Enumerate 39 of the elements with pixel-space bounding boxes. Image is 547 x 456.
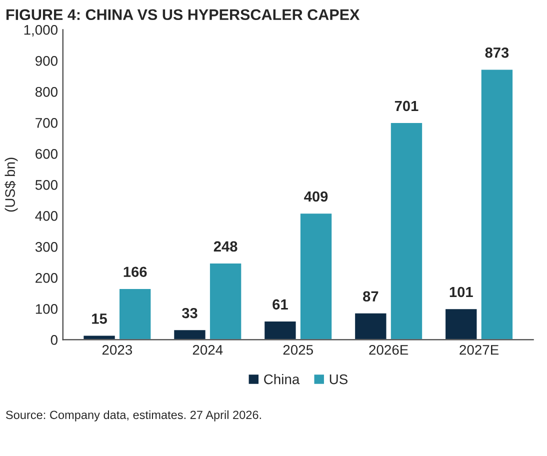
- y-tick-label: 800: [35, 86, 58, 97]
- data-label: 33: [182, 308, 198, 318]
- bar: [299, 212, 334, 340]
- x-tick-label: 2024: [192, 344, 223, 355]
- y-tick-label: 200: [36, 273, 58, 283]
- data-label: 248: [214, 241, 238, 252]
- y-tick-label: 900: [36, 56, 58, 66]
- y-tick-label: 300: [35, 242, 58, 252]
- source-note: Source: Company data, estimates. 27 April 2026.: [6, 410, 261, 422]
- bar: [480, 68, 514, 340]
- y-tick-label: 0: [50, 335, 58, 345]
- legend-label: China: [264, 374, 300, 384]
- y-tick-label: 100: [36, 304, 58, 314]
- data-label: 166: [124, 266, 147, 278]
- x-tick-label: 2023: [102, 344, 132, 355]
- data-label: 873: [485, 47, 509, 58]
- y-tick-label: 700: [36, 118, 58, 128]
- data-label: 87: [363, 291, 378, 302]
- bar: [172, 328, 207, 340]
- x-tick-label: 2025: [283, 344, 313, 355]
- legend-label: US: [330, 374, 348, 384]
- y-tick-label: 500: [35, 180, 58, 190]
- chart-title: FIGURE 4: CHINA VS US HYPERSCALER CAPEX: [6, 9, 360, 20]
- y-axis-title: (US$ bn): [4, 158, 18, 212]
- bar: [444, 308, 478, 340]
- bar: [390, 122, 424, 340]
- y-tick-label: 400: [35, 211, 58, 221]
- data-label: 409: [304, 191, 328, 202]
- y-tick-label: 1,000: [24, 24, 58, 36]
- x-tick-label: 2026E: [369, 344, 408, 355]
- data-label: 701: [394, 100, 418, 112]
- bar: [208, 262, 243, 340]
- data-label: 61: [272, 299, 288, 310]
- bar: [263, 320, 298, 340]
- bar: [354, 312, 388, 340]
- data-label: 15: [92, 314, 107, 324]
- data-label: 101: [450, 286, 473, 298]
- y-tick-label: 600: [36, 149, 58, 159]
- x-tick-label: 2027E: [460, 344, 499, 355]
